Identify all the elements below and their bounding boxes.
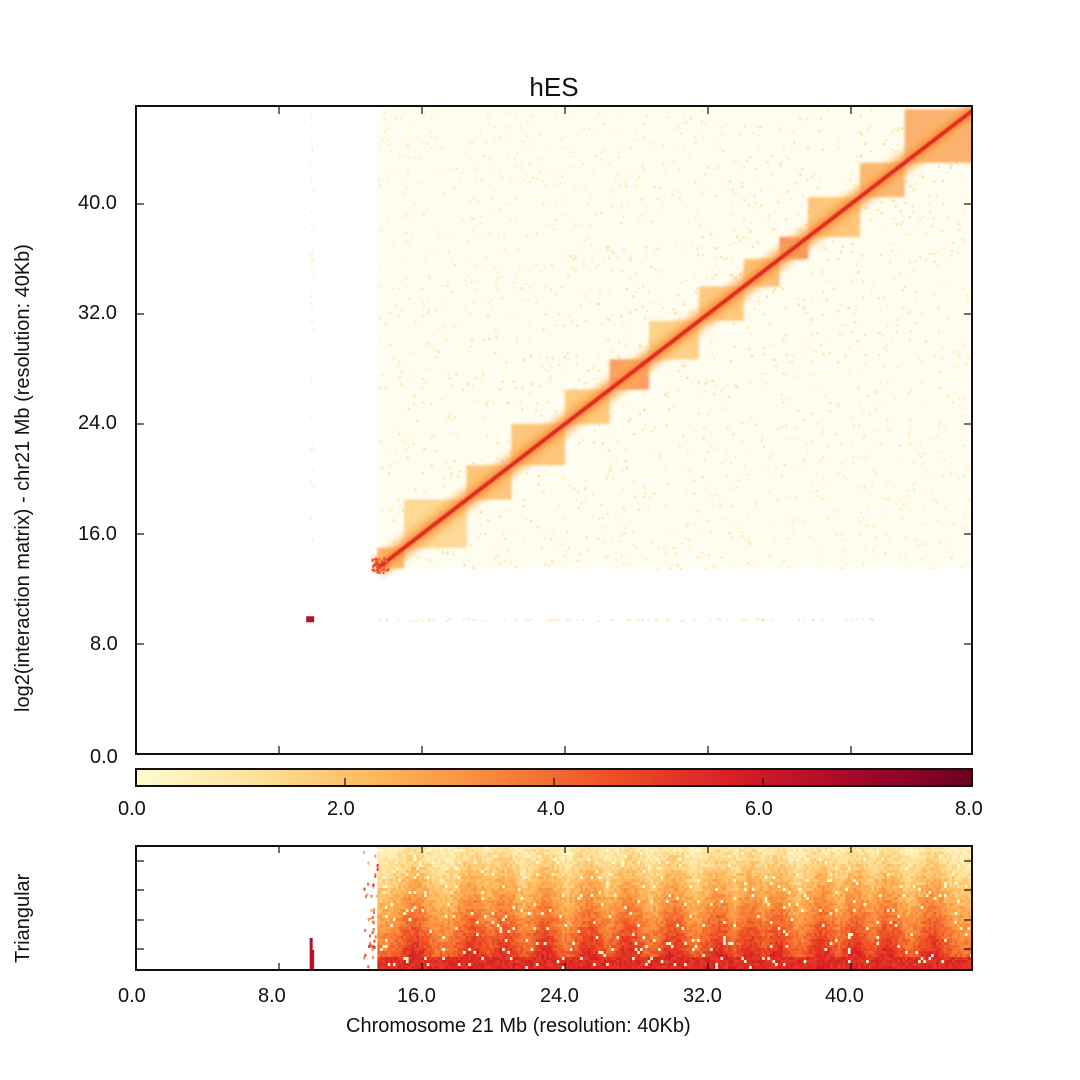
y-tick-label: 8.0 [90,633,118,655]
colorbar-tick-label: 8.0 [955,798,983,820]
x-tick-label: 8.0 [258,985,286,1007]
triangular-axis-ticks [136,846,972,970]
x-tick-label: 0.0 [118,985,146,1007]
x-tick-label: 40.0 [825,985,864,1007]
x-tick-label: 16.0 [397,985,436,1007]
triangular-heatmap [309,846,972,970]
x-tick-label: 24.0 [540,985,579,1007]
chart-title: hES [529,72,579,102]
colorbar-tick-label: 4.0 [537,798,565,820]
y-tick-label: 24.0 [78,412,117,434]
colorbar-tick-label: 2.0 [327,798,355,820]
main-plot-frame [135,105,973,755]
y-tick-label: 16.0 [78,523,117,545]
x-axis-label: Chromosome 21 Mb (resolution: 40Kb) [346,1015,691,1037]
y-tick-label: 0.0 [90,746,118,768]
colorbar-tick-label: 0.0 [118,798,146,820]
interaction-matrix-heatmap [306,106,972,623]
y-tick-label: 32.0 [78,302,117,324]
x-tick-label: 32.0 [683,985,722,1007]
main-axis-ticks [136,106,972,754]
triangular-plot-frame [135,845,973,971]
colorbar-tick-label: 6.0 [745,798,773,820]
colorbar-ticks [344,778,764,786]
y-tick-label: 40.0 [78,192,117,214]
